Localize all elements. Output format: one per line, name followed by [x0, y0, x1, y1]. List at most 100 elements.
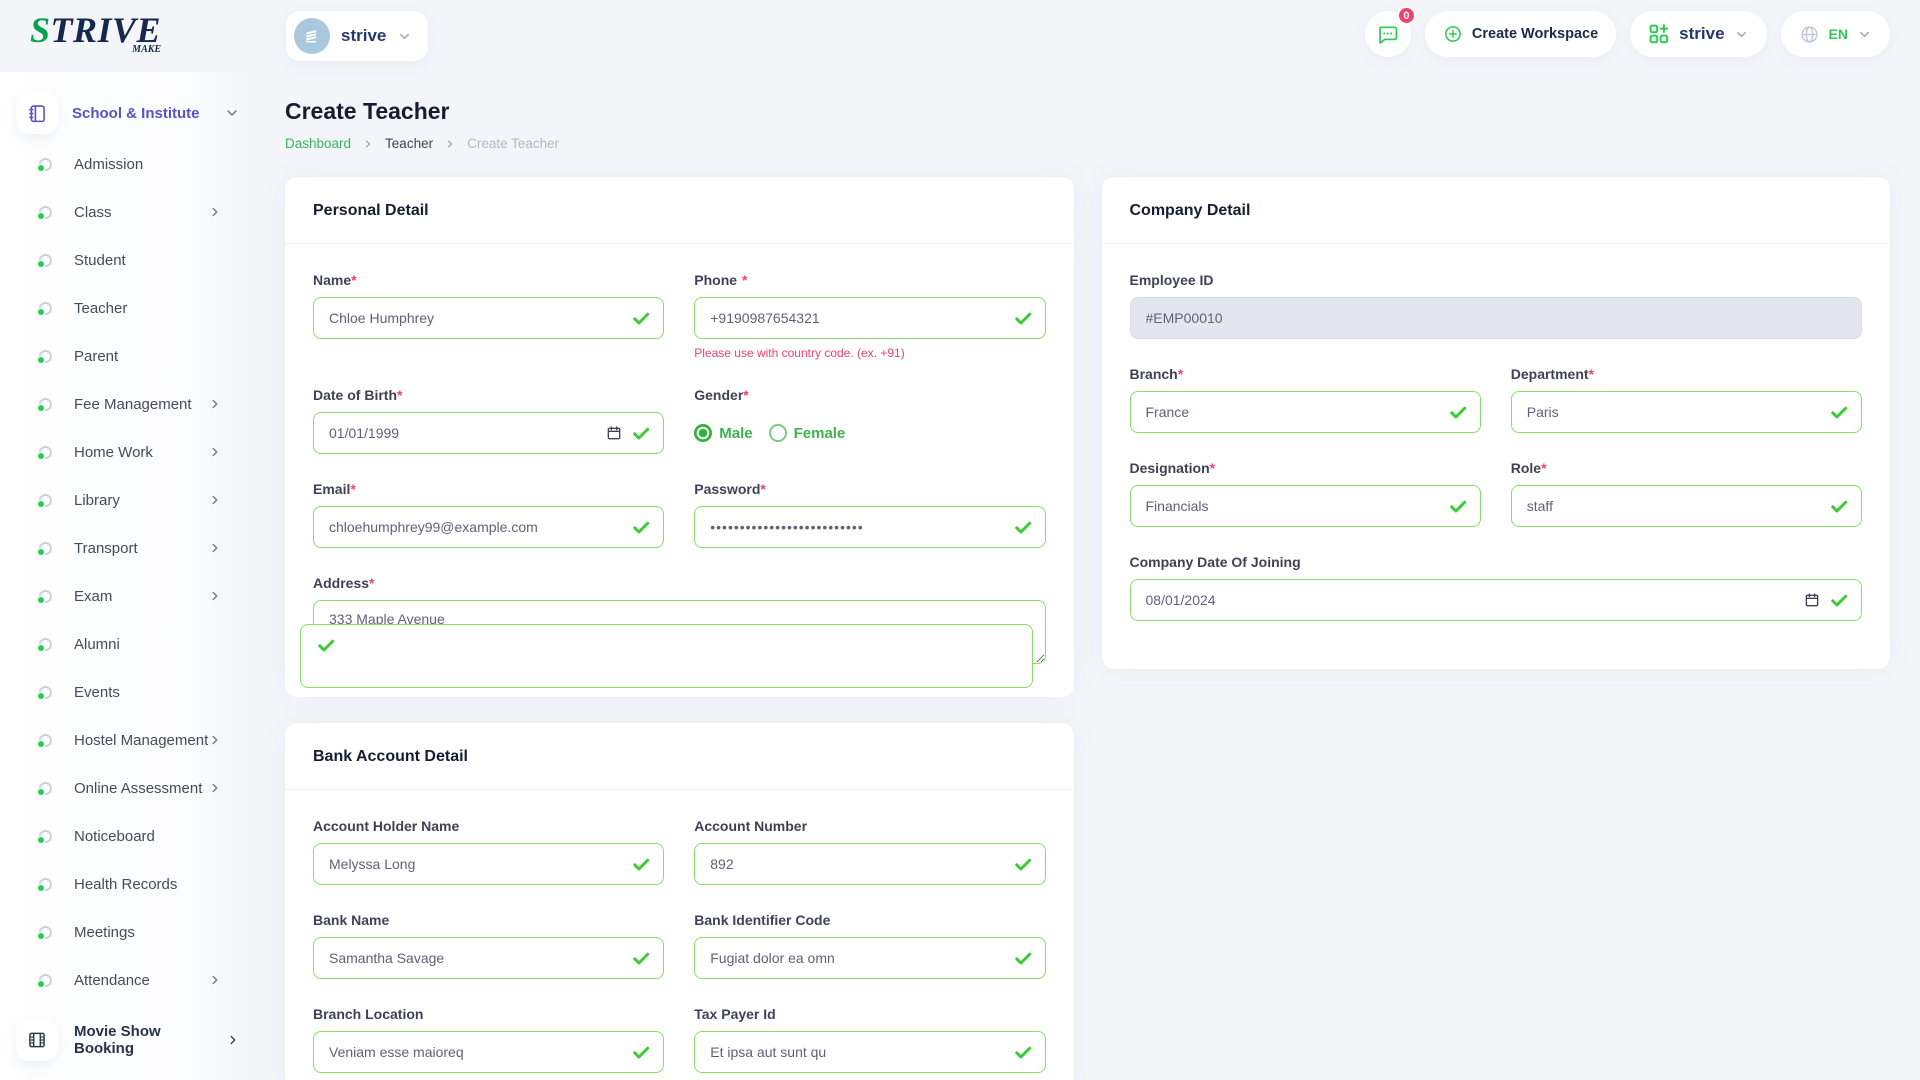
breadcrumb-teacher-link[interactable]: Teacher — [385, 136, 434, 151]
password-field: Password * — [694, 481, 1046, 548]
radio-selected-icon[interactable] — [694, 424, 713, 442]
company-detail-card: Company Detail Employee ID Branch* — [1101, 177, 1890, 669]
gender-female-option[interactable]: Female — [768, 424, 846, 442]
joining-date-field: Company Date Of Joining — [1129, 554, 1862, 621]
check-icon — [1829, 496, 1849, 516]
phone-input[interactable] — [694, 297, 1046, 339]
chevron-down-icon — [1736, 31, 1746, 37]
required-marker: * — [1588, 366, 1594, 382]
sidebar-item-noticeboard[interactable]: Noticeboard — [0, 812, 256, 860]
chevron-right-icon — [208, 493, 222, 507]
org-selector[interactable]: strive — [1630, 11, 1767, 57]
sidebar-menu: Admission Class Student Teacher Parent F… — [0, 140, 256, 1004]
bank-name-input[interactable] — [313, 937, 665, 979]
sidebar-item-admission[interactable]: Admission — [0, 140, 256, 188]
tax-payer-field: Tax Payer Id — [694, 1006, 1046, 1073]
radio-unselected-icon[interactable] — [768, 424, 787, 442]
chat-button[interactable]: 0 — [1364, 6, 1416, 57]
sidebar-item-health-records[interactable]: Health Records — [0, 860, 256, 908]
sidebar-item-teacher[interactable]: Teacher — [0, 284, 256, 332]
sidebar-item-student[interactable]: Student — [0, 236, 256, 284]
dob-label: Date of Birth — [313, 387, 397, 403]
designation-input[interactable] — [1129, 485, 1481, 527]
sidebar-item-transport[interactable]: Transport — [0, 524, 256, 572]
email-input[interactable] — [313, 506, 665, 548]
sidebar-item-home-work[interactable]: Home Work — [0, 428, 256, 476]
branch-label: Branch — [1129, 366, 1178, 382]
bullet-icon — [37, 589, 52, 604]
brand-logo[interactable]: STRIVE MAKE — [30, 12, 161, 55]
chat-bubble-icon — [1379, 25, 1398, 44]
bullet-icon — [37, 637, 52, 652]
gender-female-label: Female — [793, 424, 846, 442]
language-selector[interactable]: EN — [1780, 11, 1890, 57]
gender-male-option[interactable]: Male — [694, 424, 753, 442]
chevron-down-icon — [1860, 31, 1869, 37]
department-label: Department — [1510, 366, 1589, 382]
check-icon — [1829, 402, 1849, 422]
branch-input[interactable] — [1129, 391, 1481, 433]
workspace-name: strive — [341, 26, 387, 45]
sidebar-item-movie-show-booking[interactable]: Movie Show Booking — [0, 1016, 256, 1064]
joining-date-input[interactable] — [1129, 579, 1862, 621]
sidebar-item-fee-management[interactable]: Fee Management — [0, 380, 256, 428]
account-holder-input[interactable] — [313, 843, 665, 885]
branch-location-label: Branch Location — [313, 1006, 424, 1022]
breadcrumb-separator-icon — [444, 138, 456, 150]
create-workspace-label: Create Workspace — [1471, 26, 1599, 42]
role-input[interactable] — [1510, 485, 1862, 527]
chevron-right-icon — [208, 205, 222, 219]
sidebar-footer-label: Movie Show Booking — [74, 1023, 161, 1057]
top-header: STRIVE MAKE strive — [0, 0, 1920, 72]
dob-field: Date of Birth * — [313, 387, 665, 454]
check-icon — [631, 423, 651, 443]
name-input[interactable] — [313, 297, 665, 339]
bullet-icon — [37, 781, 52, 796]
bullet-icon — [37, 685, 52, 700]
bullet-icon — [37, 973, 52, 988]
calendar-icon[interactable] — [1804, 592, 1820, 608]
sidebar-item-library[interactable]: Library — [0, 476, 256, 524]
department-input[interactable] — [1510, 391, 1862, 433]
account-holder-field: Account Holder Name — [313, 818, 665, 885]
sidebar-item-meetings[interactable]: Meetings — [0, 908, 256, 956]
check-icon — [1013, 948, 1033, 968]
check-icon — [631, 308, 651, 328]
sidebar-item-class[interactable]: Class — [0, 188, 256, 236]
bank-detail-title: Bank Account Detail — [285, 723, 1074, 790]
account-number-input[interactable] — [694, 843, 1046, 885]
sidebar-item-hostel-management[interactable]: Hostel Management — [0, 716, 256, 764]
dob-input[interactable] — [313, 412, 665, 454]
tax-payer-label: Tax Payer Id — [694, 1006, 776, 1022]
bank-name-field: Bank Name — [313, 912, 665, 979]
sidebar-item-alumni[interactable]: Alumni — [0, 620, 256, 668]
check-icon — [300, 624, 1033, 688]
page-title: Create Teacher — [285, 98, 450, 124]
breadcrumb-current: Create Teacher — [467, 136, 560, 151]
sidebar-section-school-institute[interactable]: School & Institute — [0, 91, 256, 135]
required-marker: * — [351, 272, 357, 288]
sidebar-item-attendance[interactable]: Attendance — [0, 956, 256, 1004]
check-icon — [631, 948, 651, 968]
chevron-right-icon — [208, 397, 222, 411]
sidebar-item-online-assessment[interactable]: Online Assessment — [0, 764, 256, 812]
tax-payer-input[interactable] — [694, 1031, 1046, 1073]
breadcrumb-separator-icon — [362, 138, 374, 150]
sidebar-item-exam[interactable]: Exam — [0, 572, 256, 620]
branch-location-input[interactable] — [313, 1031, 665, 1073]
calendar-icon[interactable] — [606, 425, 622, 441]
gender-male-label: Male — [719, 424, 753, 442]
breadcrumb-dashboard-link[interactable]: Dashboard — [285, 136, 352, 151]
bank-identifier-input[interactable] — [694, 937, 1046, 979]
chevron-right-icon — [208, 781, 222, 795]
password-input[interactable] — [694, 506, 1046, 548]
sidebar-item-label: Fee Management — [74, 395, 192, 413]
sidebar-item-events[interactable]: Events — [0, 668, 256, 716]
chevron-right-icon — [208, 445, 222, 459]
designation-label: Designation — [1129, 460, 1210, 476]
create-workspace-button[interactable]: Create Workspace — [1424, 11, 1617, 57]
sidebar-item-parent[interactable]: Parent — [0, 332, 256, 380]
workspace-selector[interactable]: strive — [286, 11, 429, 61]
required-marker: * — [1209, 460, 1216, 476]
check-icon — [631, 517, 651, 537]
